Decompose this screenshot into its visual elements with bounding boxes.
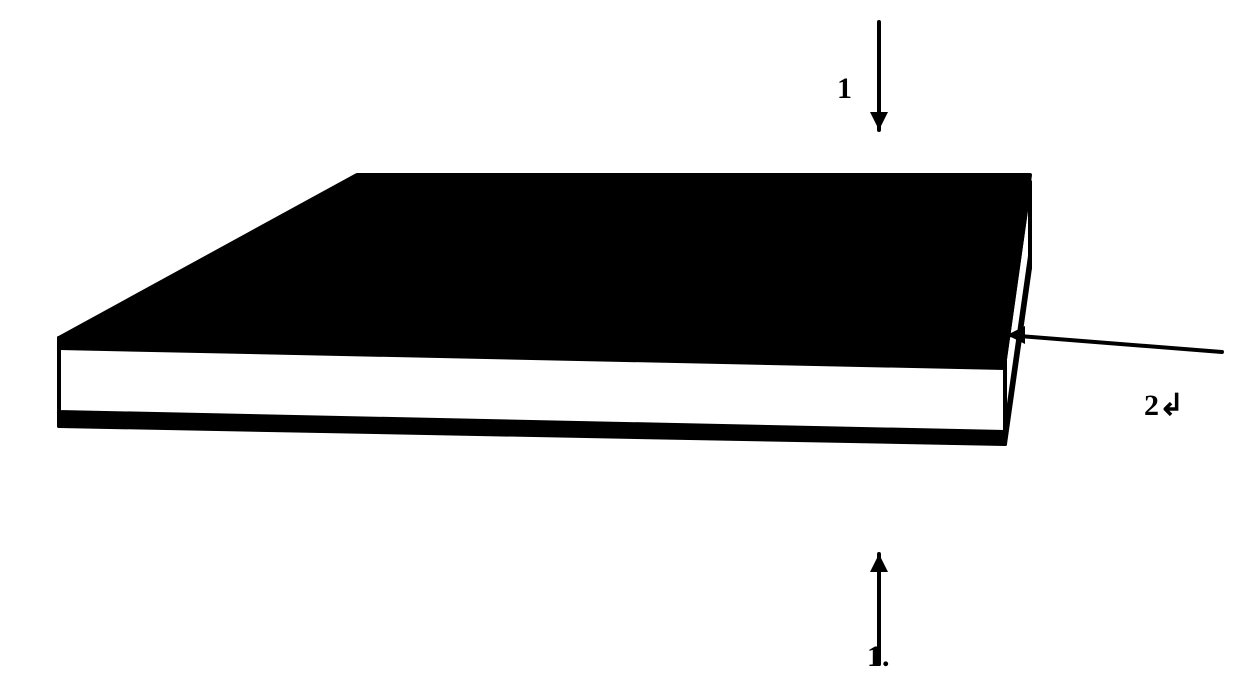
diagram-svg — [0, 0, 1240, 689]
bottom-arrow-label: 1. — [867, 640, 890, 674]
diagram-stage: 1 1. 2↲ — [0, 0, 1240, 689]
right-arrow-label: 2↲ — [1144, 388, 1184, 423]
top-arrow-label: 1 — [837, 72, 852, 106]
